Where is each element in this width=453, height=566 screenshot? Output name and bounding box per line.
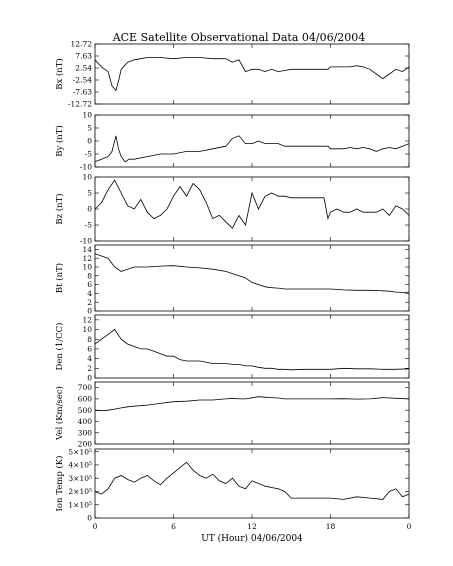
y-tick-label: 7.63 bbox=[75, 52, 92, 61]
y-tick-label: -10 bbox=[80, 237, 92, 246]
series-line bbox=[94, 396, 410, 412]
panel-frame bbox=[94, 381, 410, 445]
series-line bbox=[94, 179, 410, 229]
y-axis-label: Bx (nT) bbox=[54, 58, 65, 90]
y-tick-label: 12 bbox=[82, 254, 92, 263]
y-axis-label: Bt (nT) bbox=[54, 263, 65, 293]
x-axis-label: UT (Hour) 04/06/2004 bbox=[201, 533, 303, 544]
y-tick-label: 3×10⁵ bbox=[68, 474, 92, 483]
series-line bbox=[94, 461, 410, 500]
y-tick-label: 2.54 bbox=[75, 64, 92, 73]
panel-frame bbox=[94, 176, 410, 242]
y-tick-label: -5 bbox=[85, 150, 93, 159]
y-tick-label: 300 bbox=[78, 428, 93, 437]
y-tick-label: 4×10⁵ bbox=[68, 461, 92, 470]
y-tick-label: 400 bbox=[78, 417, 93, 426]
y-tick-label: 700 bbox=[78, 383, 93, 392]
series-line bbox=[94, 253, 410, 293]
y-tick-label: 200 bbox=[78, 440, 93, 449]
y-tick-label: 5 bbox=[87, 189, 92, 198]
y-tick-label: 0 bbox=[87, 205, 92, 214]
panel-frame bbox=[94, 43, 410, 105]
panel-frame bbox=[94, 448, 410, 519]
panel-7: 5×10⁵ 4×10⁵ 3×10⁵ 2×10⁵ 1×10⁵ 0 Ion Temp (K) bbox=[54, 447, 410, 523]
y-tick-label: -10 bbox=[80, 163, 92, 172]
y-tick-label: -5 bbox=[85, 221, 93, 230]
y-tick-label: 10 bbox=[82, 263, 92, 272]
y-tick-label: 2 bbox=[87, 364, 92, 373]
y-tick-label: 0 bbox=[87, 307, 92, 316]
y-axis-label: Vel (Km/sec) bbox=[54, 386, 65, 441]
y-tick-label: 10 bbox=[82, 325, 92, 334]
y-tick-label: 0 bbox=[87, 514, 92, 523]
y-tick-label: 6 bbox=[87, 280, 92, 289]
y-tick-label: -12.72 bbox=[68, 100, 92, 109]
y-axis-label: Den (1/CC) bbox=[54, 323, 65, 371]
y-tick-label: 1×10⁵ bbox=[68, 500, 92, 509]
y-axis-label: Bz (nT) bbox=[54, 193, 65, 224]
x-tick-label: 6 bbox=[171, 522, 176, 531]
panel-frame bbox=[94, 114, 410, 168]
x-tick-label: 18 bbox=[326, 522, 336, 531]
y-tick-label: 0 bbox=[87, 374, 92, 383]
panel-frame bbox=[94, 244, 410, 312]
y-tick-label: 5 bbox=[87, 124, 92, 133]
y-tick-label: 2×10⁵ bbox=[68, 487, 92, 496]
y-tick-label: -7.63 bbox=[73, 88, 92, 97]
y-tick-label: 14 bbox=[82, 245, 92, 254]
panel-2: 10 5 0 -5 -10 By (nT) bbox=[54, 111, 410, 172]
panel-6: 700 600 500 400 300 200 Vel (Km/sec) bbox=[54, 381, 410, 449]
x-tick-label: 0 bbox=[407, 522, 412, 531]
y-tick-label: 8 bbox=[87, 335, 92, 344]
panel-3: 10 5 0 -5 -10 Bz (nT) bbox=[54, 173, 410, 246]
y-tick-label: 10 bbox=[82, 111, 92, 120]
y-tick-label: -2.54 bbox=[73, 76, 92, 85]
y-tick-label: 8 bbox=[87, 271, 92, 280]
y-tick-label: 4 bbox=[87, 289, 92, 298]
chart-title: ACE Satellite Observational Data 04/06/2… bbox=[112, 31, 366, 44]
y-tick-label: 600 bbox=[78, 395, 93, 404]
y-tick-label: 12.72 bbox=[71, 40, 93, 49]
y-tick-label: 12 bbox=[82, 315, 92, 324]
y-tick-label: 0 bbox=[87, 137, 92, 146]
y-tick-label: 2 bbox=[87, 298, 92, 307]
series-line bbox=[94, 328, 410, 371]
y-tick-label: 10 bbox=[82, 173, 92, 182]
y-axis-label: Ion Temp (K) bbox=[54, 456, 65, 512]
y-tick-label: 6 bbox=[87, 345, 92, 354]
y-axis-label: By (nT) bbox=[54, 125, 65, 157]
y-tick-label: 4 bbox=[87, 354, 92, 363]
y-tick-label: 500 bbox=[78, 406, 93, 415]
panel-1: 12.72 7.63 2.54 -2.54 -7.63 -12.72 Bx (nT) bbox=[54, 40, 410, 109]
y-tick-label: 5×10⁵ bbox=[68, 447, 92, 456]
x-tick-label: 0 bbox=[93, 522, 98, 531]
series-line bbox=[94, 135, 410, 163]
x-tick-label: 12 bbox=[247, 522, 257, 531]
series-line bbox=[94, 57, 410, 92]
